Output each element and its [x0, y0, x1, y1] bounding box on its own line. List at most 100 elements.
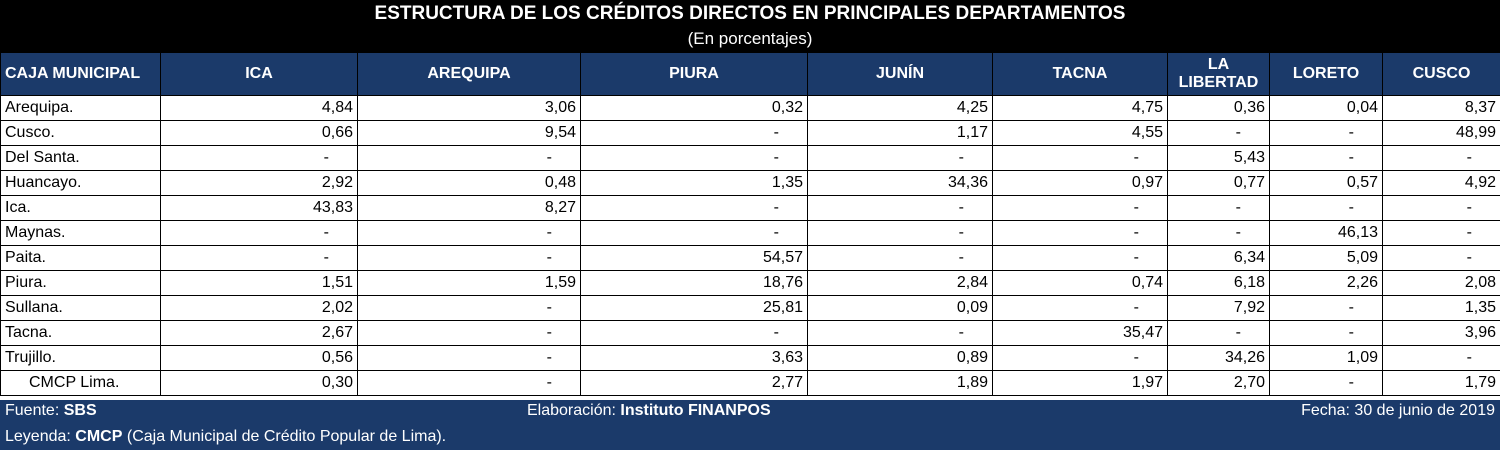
- table-cell: -: [807, 195, 993, 221]
- table-cell: 0,30: [160, 370, 358, 396]
- row-label: Arequipa.: [0, 95, 161, 121]
- table-cell: -: [160, 145, 358, 171]
- table-cell: 4,25: [807, 95, 993, 121]
- table-cell: 1,17: [807, 120, 993, 146]
- table-cell: -: [807, 245, 993, 271]
- table-cell: 6,18: [1167, 270, 1270, 296]
- table-cell: -: [1167, 195, 1270, 221]
- row-label: Tacna.: [0, 320, 161, 346]
- row-label: Ica.: [0, 195, 161, 221]
- source-value: SBS: [63, 402, 97, 419]
- date-note: Fecha: 30 de junio de 2019: [1301, 402, 1495, 419]
- table-row: CMCP Lima. 0,30-2,77 1,89 1,97 2,70-1,79: [0, 370, 1500, 396]
- page-subtitle: (En porcentajes): [687, 29, 813, 48]
- legend-description: (Caja Municipal de Crédito Popular de Li…: [126, 428, 447, 445]
- table-cell: -: [1382, 345, 1500, 371]
- table-cell: 1,35: [580, 170, 808, 196]
- table-cell: -: [1382, 145, 1500, 171]
- row-label: CMCP Lima.: [0, 370, 161, 396]
- legend-label: Leyenda:: [5, 428, 71, 445]
- column-header: CAJA MUNICIPAL: [0, 52, 161, 96]
- table-cell: 0,97: [992, 170, 1168, 196]
- table-row: Sullana. 2,02-25,81 0,09-7,92-1,35: [0, 295, 1500, 321]
- table-cell: 48,99: [1382, 120, 1500, 146]
- table-cell: 0,77: [1167, 170, 1270, 196]
- row-label: Paita.: [0, 245, 161, 271]
- table-cell: 25,81: [580, 295, 808, 321]
- table-cell: -: [580, 220, 808, 246]
- table-cell: 1,51: [160, 270, 358, 296]
- table-cell: -: [1269, 320, 1383, 346]
- column-header: CUSCO: [1382, 52, 1500, 96]
- row-label: Piura.: [0, 270, 161, 296]
- table-cell: -: [992, 345, 1168, 371]
- table-cell: 4,92: [1382, 170, 1500, 196]
- table-row: Cusco. 0,66 9,54-1,17 4,55- -48,99: [0, 120, 1500, 146]
- table-cell: -: [1382, 195, 1500, 221]
- table-row: Ica. 43,83 8,27- - - - - -: [0, 195, 1500, 221]
- table-cell: -: [357, 245, 581, 271]
- column-header: LA LIBERTAD: [1167, 52, 1270, 96]
- table-row: Del Santa. - - - - -5,43- -: [0, 145, 1500, 171]
- table-row: Piura. 1,51 1,59 18,76 2,84 0,74 6,18 2,26 2,08: [0, 270, 1500, 296]
- legend-term: CMCP: [75, 428, 123, 445]
- table-cell: 0,32: [580, 95, 808, 121]
- table-cell: -: [1167, 320, 1270, 346]
- table-cell: -: [357, 320, 581, 346]
- table-cell: 2,77: [580, 370, 808, 396]
- table-cell: -: [357, 145, 581, 171]
- table-cell: 0,57: [1269, 170, 1383, 196]
- table-cell: 4,55: [992, 120, 1168, 146]
- table-cell: 6,34: [1167, 245, 1270, 271]
- table-row: Maynas. - - - - - -46,13-: [0, 220, 1500, 246]
- column-header: ICA: [160, 52, 358, 96]
- table-cell: 43,83: [160, 195, 358, 221]
- row-label: Trujillo.: [0, 345, 161, 371]
- table-row: Trujillo. 0,56-3,63 0,89-34,26 1,09-: [0, 345, 1500, 371]
- table-cell: 1,89: [807, 370, 993, 396]
- table-cell: -: [1269, 120, 1383, 146]
- table-cell: -: [1269, 370, 1383, 396]
- table-cell: 46,13: [1269, 220, 1383, 246]
- table-cell: 35,47: [992, 320, 1168, 346]
- table-cell: 18,76: [580, 270, 808, 296]
- table-cell: 2,26: [1269, 270, 1383, 296]
- page-title: ESTRUCTURA DE LOS CRÉDITOS DIRECTOS EN P…: [374, 3, 1126, 24]
- footer: Fuente: SBS Elaboración: Instituto FINAN…: [0, 400, 1500, 450]
- table-cell: -: [1269, 145, 1383, 171]
- table-cell: 0,56: [160, 345, 358, 371]
- table-body: Arequipa. 4,84 3,06 0,32 4,25 4,75 0,36 0,04 8,3…: [0, 95, 1500, 396]
- column-header: TACNA: [992, 52, 1168, 96]
- row-label: Huancayo.: [0, 170, 161, 196]
- prepared-label: Elaboración:: [527, 402, 616, 419]
- prepared-by-note: Elaboración: Instituto FINANPOS: [527, 402, 771, 420]
- table-cell: -: [807, 220, 993, 246]
- table-row: Paita. - -54,57- -6,34 5,09-: [0, 245, 1500, 271]
- table-header-row: CAJA MUNICIPAL ICA AREQUIPA PIURA JUNÍN TACNA…: [0, 52, 1500, 96]
- table-cell: 2,02: [160, 295, 358, 321]
- table-cell: 1,97: [992, 370, 1168, 396]
- table-cell: -: [807, 145, 993, 171]
- table-cell: -: [357, 345, 581, 371]
- table-cell: -: [1167, 220, 1270, 246]
- table-cell: -: [992, 245, 1168, 271]
- prepared-value: Instituto FINANPOS: [620, 402, 771, 419]
- table-cell: 7,92: [1167, 295, 1270, 321]
- table-cell: -: [1269, 295, 1383, 321]
- table-cell: 34,26: [1167, 345, 1270, 371]
- table-cell: -: [580, 145, 808, 171]
- title-bar: ESTRUCTURA DE LOS CRÉDITOS DIRECTOS EN P…: [0, 0, 1500, 52]
- table-cell: 8,37: [1382, 95, 1500, 121]
- table-cell: 0,89: [807, 345, 993, 371]
- table-cell: 0,48: [357, 170, 581, 196]
- column-header: LORETO: [1269, 52, 1383, 96]
- table-cell: -: [807, 320, 993, 346]
- table-cell: 9,54: [357, 120, 581, 146]
- column-header: JUNÍN: [807, 52, 993, 96]
- table-row: Huancayo. 2,92 0,48 1,35 34,36 0,97 0,77 0,57 4,…: [0, 170, 1500, 196]
- table-cell: -: [357, 370, 581, 396]
- table-cell: 0,36: [1167, 95, 1270, 121]
- row-label: Cusco.: [0, 120, 161, 146]
- table-cell: 3,63: [580, 345, 808, 371]
